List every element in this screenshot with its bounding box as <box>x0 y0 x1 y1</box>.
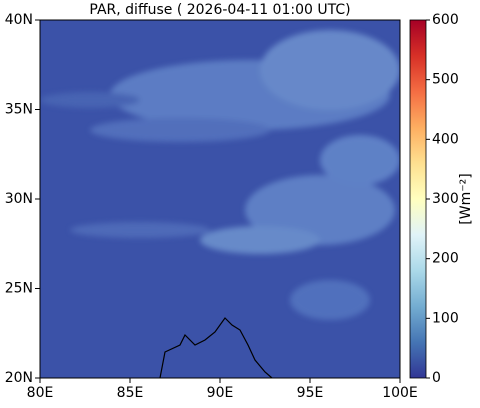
x-tick-label: 85E <box>117 385 144 401</box>
colorbar <box>409 19 427 379</box>
colorbar-label: [Wm⁻²] <box>458 173 474 224</box>
colorbar-tick-label: 0 <box>432 370 441 386</box>
colorbar-tick-label: 100 <box>432 310 459 326</box>
y-tick-label: 40N <box>5 12 33 28</box>
y-tick-label: 25N <box>5 281 33 297</box>
colorbar-tick-label: 600 <box>432 12 459 28</box>
x-tick-label: 100E <box>382 385 418 401</box>
colorbar-tick-label: 500 <box>432 72 459 88</box>
map-field <box>40 20 400 378</box>
y-tick-label: 35N <box>5 102 33 118</box>
x-tick-label: 95E <box>297 385 324 401</box>
colorbar-tick-label: 400 <box>432 131 459 147</box>
y-tick-label: 20N <box>5 370 33 386</box>
colorbar-tick-label: 200 <box>432 251 459 267</box>
y-tick-label: 30N <box>5 191 33 207</box>
colorbar-tick-label: 300 <box>432 191 459 207</box>
map-title: PAR, diffuse ( 2026-04-11 01:00 UTC) <box>89 2 350 18</box>
x-tick-label: 80E <box>27 385 54 401</box>
x-tick-label: 90E <box>207 385 234 401</box>
